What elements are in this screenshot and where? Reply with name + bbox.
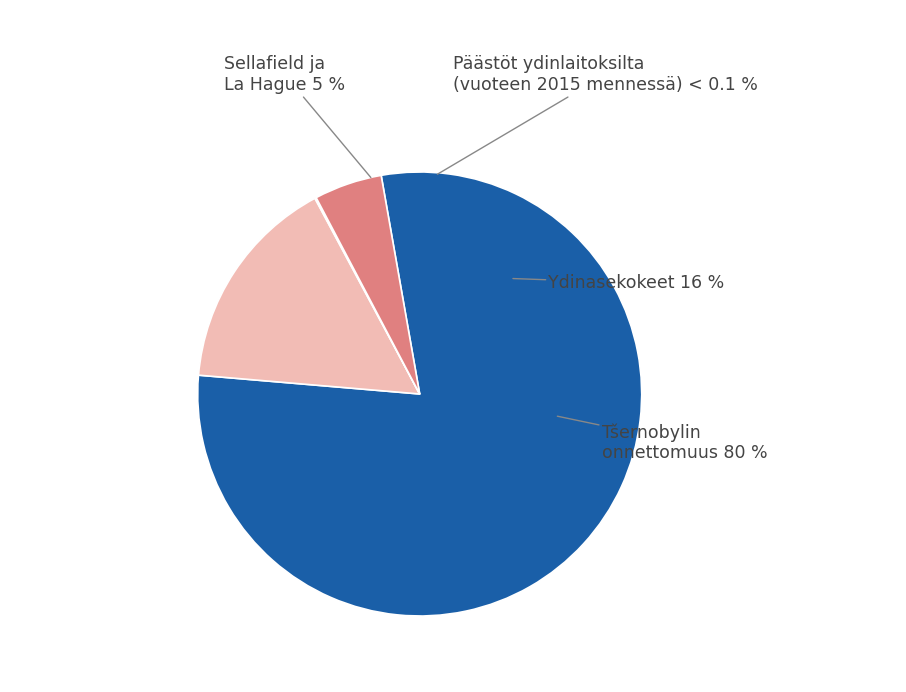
Text: Sellafield ja
La Hague 5 %: Sellafield ja La Hague 5 %: [225, 55, 371, 178]
Wedge shape: [315, 198, 419, 394]
Wedge shape: [316, 175, 419, 394]
Text: Tšernobylin
onnettomuus 80 %: Tšernobylin onnettomuus 80 %: [557, 416, 767, 462]
Text: Päästöt ydinlaitoksilta
(vuoteen 2015 mennessä) < 0.1 %: Päästöt ydinlaitoksilta (vuoteen 2015 me…: [438, 55, 758, 174]
Wedge shape: [198, 172, 641, 616]
Text: Ydinasekokeet 16 %: Ydinasekokeet 16 %: [513, 274, 725, 292]
Wedge shape: [198, 199, 419, 394]
